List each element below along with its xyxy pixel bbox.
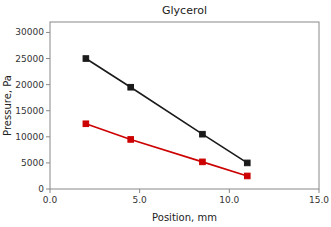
x-tick-label: 0.0 [43,195,58,205]
y-tick-label: 0 [38,184,44,194]
series-marker [200,159,206,165]
series [83,56,250,166]
x-tick-label: 5.0 [133,195,148,205]
y-axis-label: Pressure, Pa [2,75,13,136]
y-tick-label: 15000 [15,106,44,116]
y-tick-label: 10000 [15,132,44,142]
title: Glycerol [162,4,207,17]
series-marker [244,160,250,166]
x-axis-label: Position, mm [152,212,217,223]
series [83,121,250,179]
y-tick [46,136,50,137]
x-tick-label: 10.0 [219,195,239,205]
y-tick [46,189,50,190]
x-tick [139,189,140,193]
plot-marks [83,56,250,179]
chart-container: Glycerol 0.0 5.0 10.0 15.0 0 5000 10000 15000 200… [0,0,331,227]
x-tick [50,189,51,193]
y-tick-label: 5000 [21,158,44,168]
series-line [86,59,247,163]
series-marker [244,173,250,179]
chart: Glycerol 0.0 5.0 10.0 15.0 0 5000 10000 15000 200… [0,0,331,227]
series-marker [200,131,206,137]
y-tick-label: 30000 [15,27,44,37]
y-tick [46,84,50,85]
y-tick-label: 25000 [15,54,44,64]
x-tick-label: 15.0 [309,195,329,205]
series-marker [83,56,89,62]
y-tick [46,162,50,163]
y-tick [46,32,50,33]
plot-frame [50,22,319,189]
series-marker [83,121,89,127]
y-tick [46,58,50,59]
x-tick [229,189,230,193]
series-line [86,124,247,176]
x-tick [319,189,320,193]
series-marker [128,84,134,90]
series-marker [128,137,134,143]
y-tick-label: 20000 [15,80,44,90]
y-tick [46,110,50,111]
